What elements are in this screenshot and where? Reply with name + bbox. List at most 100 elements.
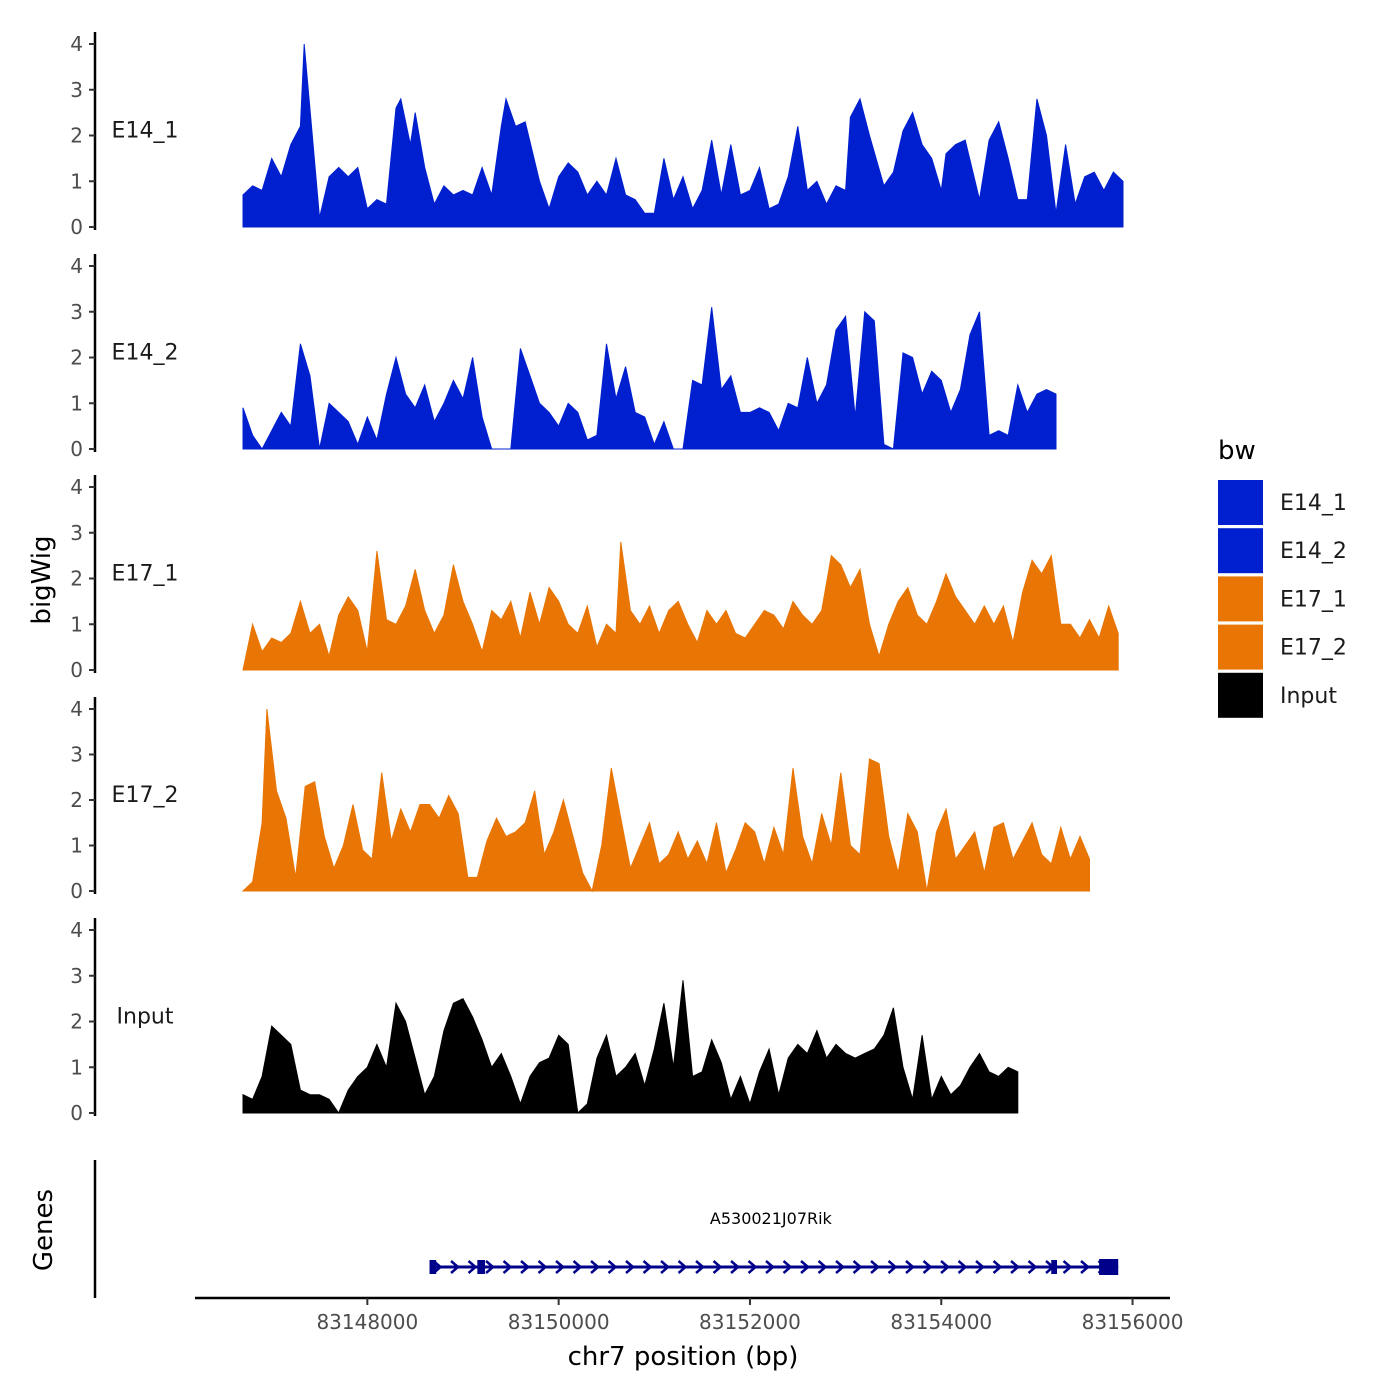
strand-arrow xyxy=(642,1260,653,1274)
track-area-E17_1 xyxy=(242,541,1119,671)
legend-swatch-Input xyxy=(1218,672,1263,718)
strand-arrow xyxy=(485,1260,495,1274)
y-tick-label: 0 xyxy=(70,1101,83,1125)
strand-arrow xyxy=(975,1260,985,1274)
legend-label: E17_2 xyxy=(1280,636,1347,661)
track-E17_1: 0 1 2 3 4 E17_1 xyxy=(70,475,1119,682)
strand-arrow xyxy=(1027,1260,1038,1274)
x-tick-label: 83154000 xyxy=(890,1310,992,1334)
y-tick-label: 2 xyxy=(70,567,83,591)
gene-panel-label: Genes xyxy=(29,1189,59,1271)
x-tick-label: 83148000 xyxy=(316,1310,418,1334)
y-tick-label: 0 xyxy=(70,437,83,461)
strand-arrow xyxy=(870,1260,880,1274)
track-label: Input xyxy=(117,1005,174,1030)
y-tick-label: 2 xyxy=(70,124,83,148)
track-area-E14_2 xyxy=(242,307,1057,450)
strand-arrow xyxy=(467,1260,478,1274)
y-tick-label: 1 xyxy=(70,1055,83,1079)
y-tick-label: 2 xyxy=(70,1010,83,1034)
strand-arrow xyxy=(625,1260,635,1274)
strand-arrow xyxy=(852,1260,863,1274)
legend-swatch-E17_1 xyxy=(1218,576,1263,622)
strand-arrow xyxy=(817,1260,828,1274)
strand-arrow xyxy=(782,1260,793,1274)
strand-arrow xyxy=(747,1260,758,1274)
y-tick-label: 4 xyxy=(70,254,83,278)
gene-exon xyxy=(1051,1260,1057,1274)
y-tick-label: 1 xyxy=(70,834,83,858)
y-tick-label: 3 xyxy=(70,521,83,545)
strand-arrow xyxy=(1062,1260,1073,1274)
track-label: E14_1 xyxy=(112,119,179,144)
legend-label: Input xyxy=(1280,684,1337,709)
track-area-Input xyxy=(242,980,1019,1115)
strand-arrow xyxy=(800,1260,810,1274)
legend-label: E17_1 xyxy=(1280,587,1347,612)
strand-arrow xyxy=(940,1260,950,1274)
track-E14_1: 0 1 2 3 4 E14_1 xyxy=(70,32,1124,239)
strand-arrow xyxy=(572,1260,583,1274)
legend-label: E14_1 xyxy=(1280,491,1347,516)
track-label: E17_2 xyxy=(112,783,179,808)
track-area-E14_1 xyxy=(242,43,1124,228)
strand-arrow xyxy=(765,1260,775,1274)
y-tick-label: 4 xyxy=(70,475,83,499)
strand-arrow xyxy=(712,1260,723,1274)
x-axis-title: chr7 position (bp) xyxy=(568,1342,799,1372)
strand-arrow xyxy=(537,1260,548,1274)
gene-exon xyxy=(1099,1259,1119,1275)
gene-exon xyxy=(477,1260,485,1274)
x-axis: 83148000 83150000 83152000 83154000 83156000 xyxy=(195,1296,1184,1334)
y-tick-label: 0 xyxy=(70,879,83,903)
track-Input: 0 1 2 3 4 Input xyxy=(70,918,1019,1125)
gene-name: A530021J07Rik xyxy=(710,1209,833,1228)
strand-arrow xyxy=(730,1260,740,1274)
y-tick-label: 4 xyxy=(70,918,83,942)
y-tick-label: 3 xyxy=(70,964,83,988)
strand-arrow xyxy=(887,1260,898,1274)
gene-panel: Genes A530021J07Rik xyxy=(29,1160,1119,1298)
strand-arrow xyxy=(555,1260,565,1274)
strand-arrow xyxy=(502,1260,513,1274)
track-E14_2: 0 1 2 3 4 E14_2 xyxy=(70,254,1057,461)
strand-arrow xyxy=(607,1260,618,1274)
x-tick-label: 83150000 xyxy=(508,1310,610,1334)
strand-arrow xyxy=(1010,1260,1020,1274)
legend-title: bw xyxy=(1218,436,1256,466)
legend-swatch-E14_2 xyxy=(1218,528,1263,574)
strand-arrow xyxy=(835,1260,845,1274)
strand-arrow xyxy=(520,1260,530,1274)
strand-arrow xyxy=(450,1260,460,1274)
x-tick-label: 83152000 xyxy=(699,1310,801,1334)
y-tick-label: 4 xyxy=(70,697,83,721)
gene-exon xyxy=(429,1260,437,1274)
y-axis-title: bigWig xyxy=(27,535,57,624)
strand-arrow xyxy=(590,1260,600,1274)
strand-arrow xyxy=(957,1260,968,1274)
y-tick-label: 2 xyxy=(70,346,83,370)
strand-arrow xyxy=(695,1260,705,1274)
strand-arrow xyxy=(660,1260,670,1274)
strand-arrow xyxy=(992,1260,1003,1274)
y-tick-label: 3 xyxy=(70,300,83,324)
strand-arrow xyxy=(1080,1260,1090,1274)
track-area-E17_2 xyxy=(241,708,1090,893)
strand-arrow xyxy=(905,1260,915,1274)
legend: bw E14_1 E14_2 E17_1 E17_2 Input xyxy=(1218,436,1347,718)
track-label: E17_1 xyxy=(112,562,179,587)
y-tick-label: 1 xyxy=(70,391,83,415)
y-tick-label: 1 xyxy=(70,169,83,193)
strand-arrow xyxy=(677,1260,688,1274)
y-tick-label: 3 xyxy=(70,743,83,767)
legend-label: E14_2 xyxy=(1280,539,1347,564)
strand-arrow xyxy=(922,1260,933,1274)
y-tick-label: 1 xyxy=(70,612,83,636)
legend-swatch-E17_2 xyxy=(1218,624,1263,670)
y-tick-label: 2 xyxy=(70,788,83,812)
y-tick-label: 3 xyxy=(70,78,83,102)
x-tick-label: 83156000 xyxy=(1082,1310,1184,1334)
y-tick-label: 4 xyxy=(70,32,83,56)
legend-swatch-E14_1 xyxy=(1218,480,1263,525)
